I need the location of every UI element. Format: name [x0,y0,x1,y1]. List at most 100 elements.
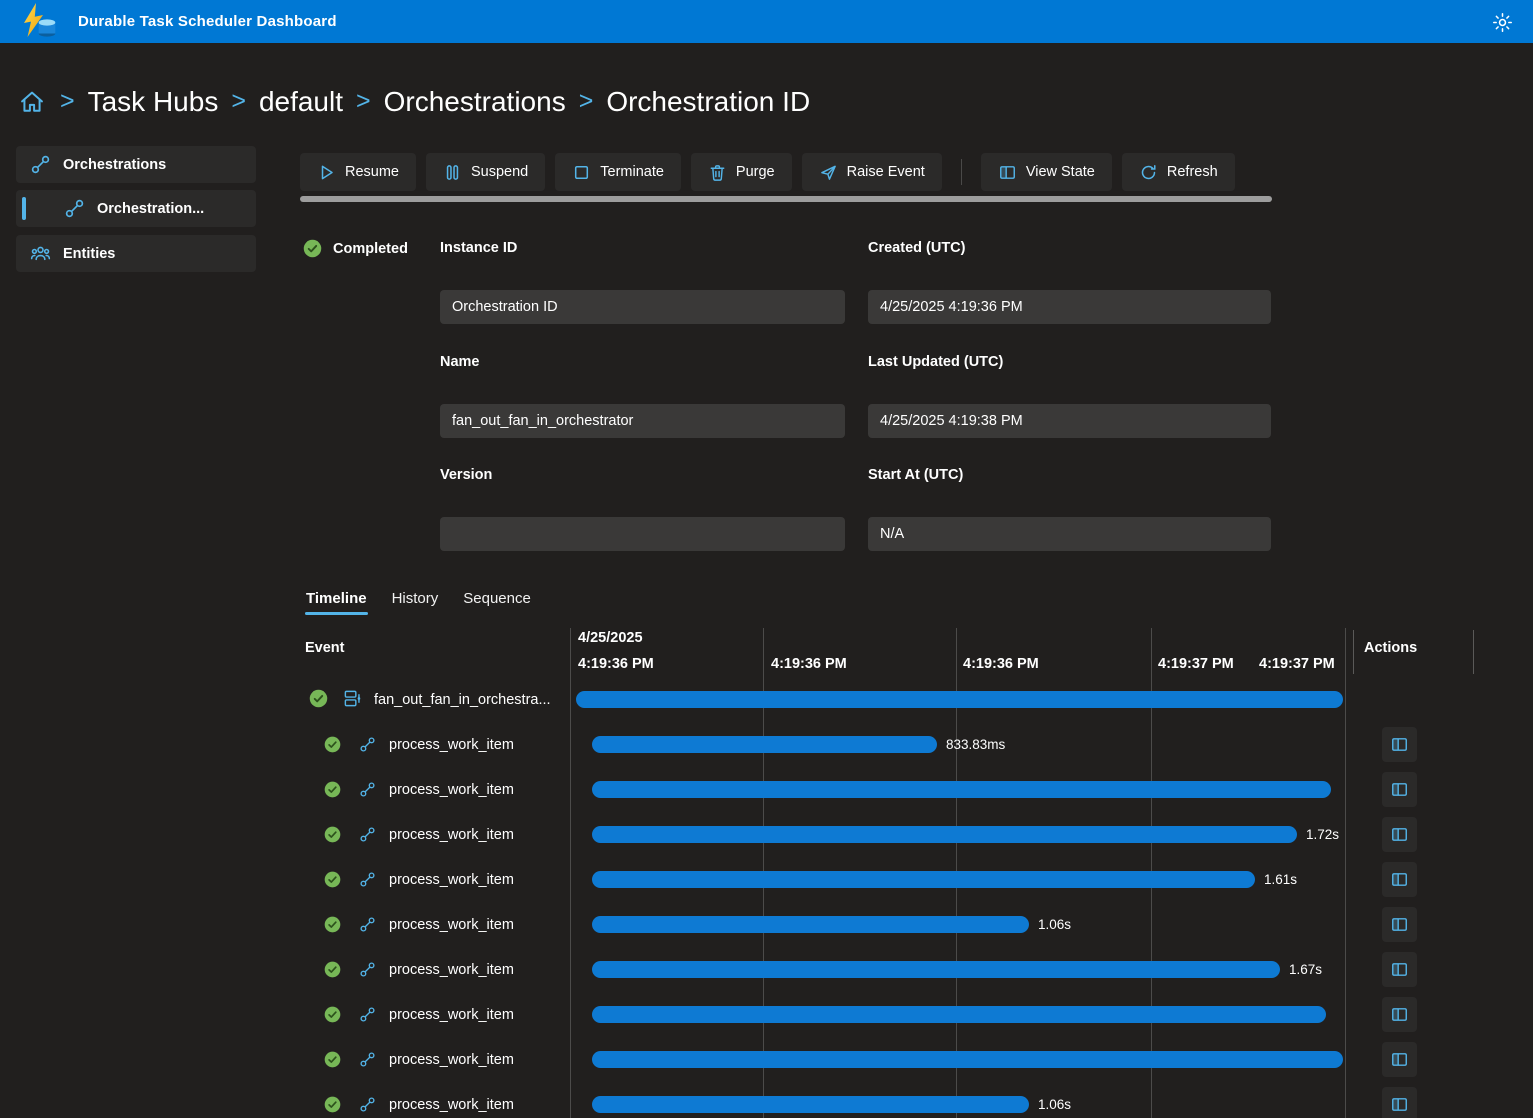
status-completed-icon [324,871,341,888]
breadcrumb-default[interactable]: default [258,86,344,117]
status-badge: Completed [303,239,408,258]
refresh-button[interactable]: Refresh [1121,153,1235,191]
timeline-bar[interactable] [592,826,1297,843]
event-name: process_work_item [389,736,514,753]
tab-history[interactable]: History [391,590,440,615]
split-panel-icon [1392,783,1407,796]
event-name: process_work_item [389,916,514,933]
timeline-bar[interactable] [592,961,1280,978]
version-field[interactable] [440,517,845,551]
row-view-state-button[interactable] [1382,772,1417,807]
link-icon [30,154,51,175]
timeline-bar[interactable] [592,781,1331,798]
pause-icon [446,164,459,180]
timeline-row: process_work_item 1.61s [0,857,1533,902]
check-circle-icon [303,239,322,258]
timeline-panel: 4:19:36 PM 4:19:36 PM 4:19:36 PM 4:19:37 PM… [0,628,1533,1118]
breadcrumb-orchestration-id[interactable]: Orchestration ID [606,86,811,117]
duration-label: 1.61s [1264,872,1298,887]
breadcrumb-separator: > [60,86,75,115]
row-view-state-button[interactable] [1382,997,1417,1032]
view-state-button[interactable]: View State [980,153,1112,191]
event-name: fan_out_fan_in_orchestra... [374,691,551,708]
timeline-row: process_work_item 1.06s [0,902,1533,947]
row-view-state-button[interactable] [1382,907,1417,942]
last-updated-field[interactable]: 4/25/2025 4:19:38 PM [868,404,1271,438]
breadcrumb-separator: > [231,86,246,115]
app-logo-icon [24,2,56,37]
actions-column-border [1353,630,1354,674]
timeline-bar[interactable] [592,1096,1029,1113]
sidebar-item-label: Orchestration... [97,200,205,217]
duration-label: 1.06s [1038,917,1072,932]
split-panel-icon [1392,918,1407,931]
breadcrumb-task-hubs[interactable]: Task Hubs [87,86,219,117]
tab-sequence[interactable]: Sequence [462,590,532,615]
timeline-bar[interactable] [592,1051,1343,1068]
app-title: Durable Task Scheduler Dashboard [78,13,337,30]
row-view-state-button[interactable] [1382,727,1417,762]
breadcrumb-orchestrations[interactable]: Orchestrations [383,86,566,117]
timeline-row: process_work_item 1.06s [0,1082,1533,1118]
timeline-bar[interactable] [592,916,1029,933]
timeline-bar[interactable] [592,871,1255,888]
gear-icon[interactable] [1488,8,1516,36]
activity-link-icon [359,1006,376,1023]
split-panel-icon [1392,738,1407,751]
suspend-button[interactable]: Suspend [426,153,546,191]
sidebar-item-orchestration-detail[interactable]: Orchestration... [16,190,256,227]
trash-icon [710,164,725,181]
activity-link-icon [359,871,376,888]
status-completed-icon [324,961,341,978]
activity-link-icon [359,781,376,798]
send-icon [820,165,836,180]
play-icon [321,165,333,179]
start-at-label: Start At (UTC) [868,467,964,483]
timeline-row: fan_out_fan_in_orchestra... [0,677,1533,722]
duration-label: 833.83ms [946,737,1006,752]
timeline-bar[interactable] [576,691,1343,708]
toolbar-scrollbar[interactable] [300,196,1272,202]
activity-link-icon [359,916,376,933]
tab-timeline[interactable]: Timeline [305,590,368,615]
event-name: process_work_item [389,1006,514,1023]
purge-button[interactable]: Purge [690,153,792,191]
status-completed-icon [324,1051,341,1068]
row-view-state-button[interactable] [1382,862,1417,897]
name-field[interactable]: fan_out_fan_in_orchestrator [440,404,845,438]
event-name: process_work_item [389,781,514,798]
row-view-state-button[interactable] [1382,952,1417,987]
timeline-row: process_work_item 1.67s [0,947,1533,992]
last-updated-label: Last Updated (UTC) [868,354,1004,370]
row-view-state-button[interactable] [1382,817,1417,852]
created-field[interactable]: 4/25/2025 4:19:36 PM [868,290,1271,324]
row-view-state-button[interactable] [1382,1087,1417,1118]
terminate-button[interactable]: Terminate [555,153,681,191]
home-icon[interactable] [17,87,47,117]
split-panel-icon [1392,873,1407,886]
selected-indicator [22,197,26,220]
top-bar: Durable Task Scheduler Dashboard [0,0,1533,43]
sidebar-item-orchestrations[interactable]: Orchestrations [16,146,256,183]
timeline-bar[interactable] [592,1006,1326,1023]
duration-label: 1.72s [1306,827,1340,842]
row-view-state-button[interactable] [1382,1042,1417,1077]
refresh-icon [1141,164,1156,179]
start-at-field[interactable]: N/A [868,517,1271,551]
timeline-row: process_work_item [0,1037,1533,1082]
time-tick-label: 4:19:37 PM [1259,656,1335,672]
sidebar-item-label: Entities [63,245,116,262]
raise-event-button[interactable]: Raise Event [801,153,942,191]
status-completed-icon [324,916,341,933]
status-completed-icon [324,736,341,753]
timeline-gridline [1345,628,1346,1118]
split-panel-icon [1392,828,1407,841]
instance-id-field[interactable]: Orchestration ID [440,290,845,324]
event-name: process_work_item [389,1051,514,1068]
resume-button[interactable]: Resume [300,153,416,191]
status-completed-icon [324,826,341,843]
version-label: Version [440,467,493,483]
sidebar-item-entities[interactable]: Entities [16,235,256,272]
timeline-bar[interactable] [592,736,937,753]
event-name: process_work_item [389,826,514,843]
